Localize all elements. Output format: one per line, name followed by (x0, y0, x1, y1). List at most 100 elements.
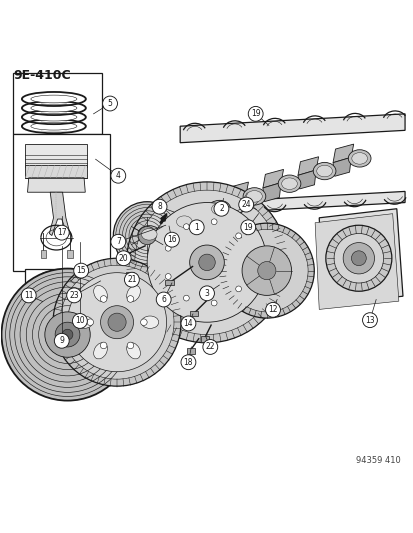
Text: 3: 3 (204, 289, 209, 298)
FancyBboxPatch shape (13, 134, 110, 271)
Circle shape (342, 243, 374, 274)
FancyBboxPatch shape (201, 336, 208, 342)
Polygon shape (332, 157, 350, 176)
Circle shape (2, 269, 133, 401)
Circle shape (127, 296, 133, 302)
Text: 24: 24 (241, 200, 250, 209)
Ellipse shape (141, 229, 157, 240)
Polygon shape (180, 114, 404, 143)
Text: 20: 20 (119, 254, 128, 263)
Text: 13: 13 (364, 316, 374, 325)
Circle shape (66, 288, 81, 303)
Text: 19: 19 (243, 223, 252, 232)
FancyBboxPatch shape (126, 272, 134, 278)
Text: 94359 410: 94359 410 (355, 456, 400, 465)
Ellipse shape (93, 343, 107, 359)
Ellipse shape (313, 163, 335, 180)
Circle shape (135, 190, 278, 335)
Circle shape (165, 273, 171, 279)
Text: 7: 7 (116, 237, 121, 246)
Polygon shape (157, 221, 176, 239)
FancyBboxPatch shape (117, 252, 126, 259)
Text: 10: 10 (75, 317, 85, 326)
Circle shape (140, 319, 147, 326)
FancyBboxPatch shape (67, 249, 73, 258)
Ellipse shape (278, 175, 300, 192)
Circle shape (138, 227, 156, 245)
Polygon shape (262, 183, 280, 201)
Circle shape (72, 313, 87, 328)
FancyBboxPatch shape (187, 348, 194, 353)
Ellipse shape (176, 216, 192, 228)
Text: 12: 12 (268, 305, 277, 314)
FancyBboxPatch shape (40, 249, 46, 258)
Circle shape (211, 300, 216, 306)
Text: 5: 5 (107, 99, 112, 108)
Text: 8: 8 (157, 202, 161, 211)
Circle shape (211, 219, 216, 224)
FancyBboxPatch shape (24, 143, 87, 167)
Circle shape (116, 251, 131, 265)
Ellipse shape (126, 343, 140, 359)
Circle shape (100, 306, 133, 338)
Circle shape (74, 263, 88, 278)
Text: 22: 22 (205, 343, 214, 351)
FancyArrow shape (160, 214, 166, 224)
Circle shape (45, 312, 90, 357)
Circle shape (21, 288, 36, 303)
Polygon shape (180, 191, 404, 215)
Circle shape (257, 262, 275, 280)
Polygon shape (49, 192, 70, 236)
Circle shape (199, 286, 214, 301)
Circle shape (152, 199, 166, 214)
Circle shape (245, 260, 251, 265)
Text: 19: 19 (250, 109, 260, 118)
Polygon shape (227, 195, 245, 214)
Ellipse shape (281, 178, 297, 189)
Polygon shape (27, 178, 85, 192)
Text: 2: 2 (218, 204, 223, 213)
Ellipse shape (75, 316, 93, 328)
Circle shape (362, 313, 377, 328)
Text: 9: 9 (59, 336, 64, 345)
Circle shape (214, 201, 228, 216)
Circle shape (124, 272, 139, 287)
Circle shape (235, 233, 241, 239)
Circle shape (113, 201, 180, 269)
Ellipse shape (138, 225, 160, 243)
Text: 17: 17 (57, 228, 66, 237)
Text: 4: 4 (116, 171, 121, 180)
Text: 11: 11 (24, 291, 33, 300)
Circle shape (242, 246, 291, 295)
Circle shape (111, 168, 126, 183)
Circle shape (198, 254, 215, 271)
Circle shape (54, 225, 69, 240)
FancyBboxPatch shape (190, 311, 197, 317)
Ellipse shape (316, 165, 332, 177)
Circle shape (126, 182, 287, 343)
Text: 21: 21 (127, 275, 136, 284)
Circle shape (100, 296, 107, 302)
FancyBboxPatch shape (24, 165, 87, 178)
Circle shape (127, 342, 133, 349)
Circle shape (180, 316, 195, 331)
Ellipse shape (351, 152, 367, 164)
Circle shape (351, 251, 366, 265)
Circle shape (60, 265, 173, 379)
Polygon shape (227, 182, 248, 200)
Circle shape (147, 203, 266, 322)
Ellipse shape (173, 213, 195, 230)
Ellipse shape (31, 104, 77, 112)
Circle shape (100, 342, 107, 349)
Polygon shape (297, 157, 318, 175)
Polygon shape (192, 208, 210, 227)
Circle shape (265, 302, 280, 317)
Circle shape (111, 235, 126, 249)
Text: 18: 18 (183, 358, 193, 367)
Ellipse shape (242, 188, 265, 205)
Text: 9E-410C: 9E-410C (13, 69, 71, 82)
Text: 14: 14 (183, 319, 193, 328)
Polygon shape (318, 209, 402, 304)
Ellipse shape (126, 286, 140, 302)
Circle shape (238, 197, 253, 212)
